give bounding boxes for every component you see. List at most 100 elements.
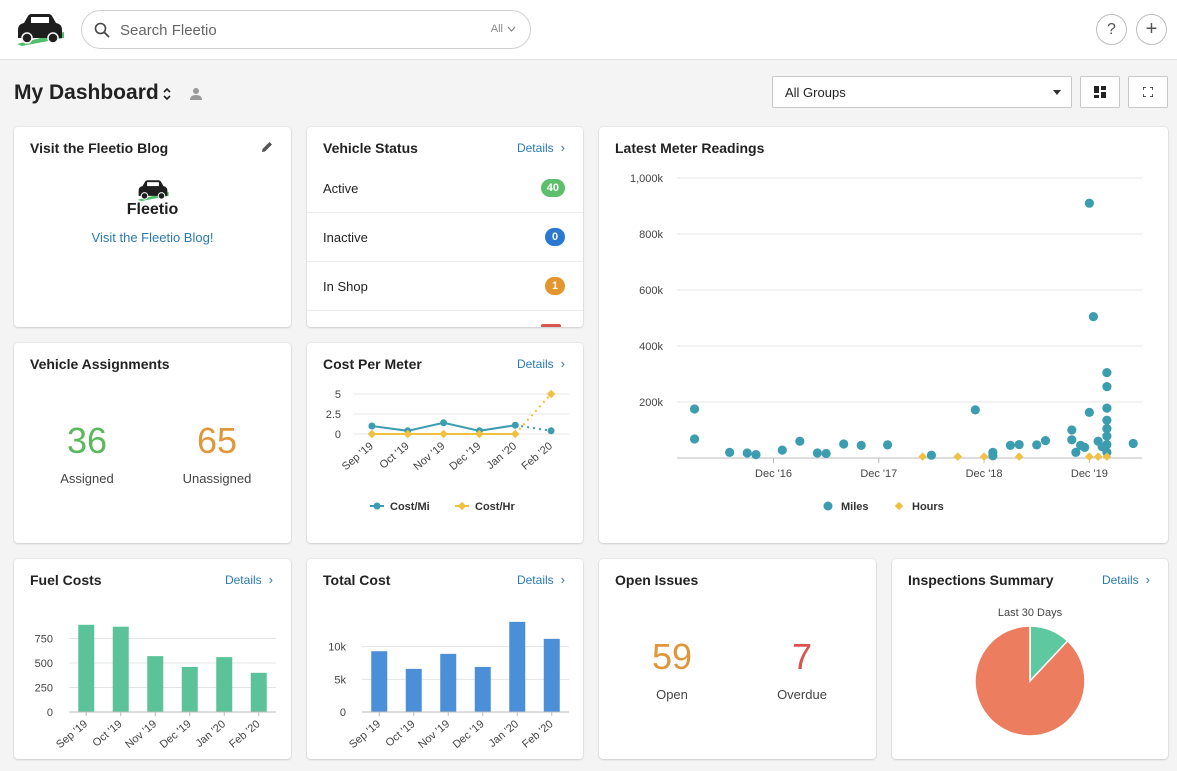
data-point <box>367 429 377 439</box>
status-badge-partial <box>541 324 561 327</box>
data-point <box>511 429 520 439</box>
open-count[interactable]: 59 <box>651 636 693 677</box>
bar <box>250 672 267 712</box>
vehicle-assignments-card: Vehicle Assignments 36 Assigned 65 Unass… <box>14 343 291 543</box>
y-tick-label: 400k <box>639 341 663 353</box>
chevron-down-icon <box>507 26 516 32</box>
data-point <box>839 439 849 449</box>
card-title: Inspections Summary <box>908 572 1054 588</box>
data-point <box>439 429 448 439</box>
fleetio-logo[interactable] <box>14 12 66 46</box>
search-scope-dropdown[interactable]: All <box>491 23 516 35</box>
data-point <box>1014 439 1024 450</box>
data-point <box>856 440 866 450</box>
chevron-right-icon: › <box>1145 572 1150 587</box>
card-title: Total Cost <box>323 572 391 588</box>
data-point <box>742 448 752 458</box>
search-scope-label: All <box>490 23 503 35</box>
x-tick-label: Dec '19 <box>451 718 487 751</box>
data-point <box>1093 452 1103 461</box>
card-title: Visit the Fleetio Blog <box>30 140 169 156</box>
data-point <box>1067 435 1077 445</box>
data-point <box>1005 440 1015 450</box>
x-tick-label: Jan '20 <box>487 718 522 750</box>
logo-wordmark: Fleetio <box>126 201 179 218</box>
chevron-right-icon: › <box>560 140 565 155</box>
data-point <box>795 436 805 446</box>
assigned-count[interactable]: 36 <box>66 420 108 461</box>
data-point <box>1088 312 1098 322</box>
data-point <box>511 421 519 429</box>
legend-marker <box>457 501 467 511</box>
card-title: Cost Per Meter <box>323 356 422 372</box>
data-point <box>403 429 412 439</box>
status-row[interactable]: Active 40 <box>307 164 583 213</box>
x-tick-label: Oct '19 <box>378 440 412 471</box>
data-point <box>1084 198 1094 208</box>
data-point <box>1084 407 1094 417</box>
data-point <box>882 440 893 450</box>
x-tick-label: Dec '16 <box>755 468 792 480</box>
data-point <box>546 389 556 399</box>
data-point <box>918 452 927 461</box>
blog-link[interactable]: Visit the Fleetio Blog! <box>91 230 214 245</box>
bar <box>440 653 457 712</box>
details-link[interactable]: Details › <box>516 140 565 155</box>
data-point <box>1085 452 1094 461</box>
bar <box>405 668 422 712</box>
data-point <box>812 448 822 458</box>
help-button[interactable]: ? <box>1096 14 1127 45</box>
data-point <box>440 419 448 427</box>
status-count-badge: 0 <box>545 228 565 246</box>
edit-icon[interactable] <box>261 141 273 153</box>
x-tick-label: Dec '17 <box>860 468 897 480</box>
x-tick-label: Jan '20 <box>485 440 520 472</box>
status-row[interactable]: In Shop 1 <box>307 262 583 311</box>
details-link[interactable]: Details › <box>516 572 565 587</box>
data-point <box>1102 382 1112 392</box>
legend-label: Miles <box>841 501 869 513</box>
details-link[interactable]: Details › <box>224 572 273 587</box>
group-select-value: All Groups <box>785 85 846 100</box>
y-tick-label: 1,000k <box>630 173 664 185</box>
status-row[interactable]: Inactive 0 <box>307 213 583 262</box>
data-point <box>953 452 962 461</box>
bar <box>216 657 233 712</box>
bar <box>147 656 164 712</box>
y-tick-label: 250 <box>35 683 53 695</box>
y-tick-label: 800k <box>639 229 663 241</box>
bar <box>543 638 560 712</box>
search-input[interactable] <box>120 19 460 41</box>
unassigned-count[interactable]: 65 <box>196 420 238 461</box>
group-select[interactable]: All Groups <box>772 76 1072 108</box>
y-tick-label: 5k <box>334 674 346 686</box>
fullscreen-button[interactable] <box>1128 76 1168 108</box>
open-issues-card: Open Issues 59 Open 7 Overdue <box>599 559 876 759</box>
search-bar: All <box>81 10 531 49</box>
details-link[interactable]: Details › <box>1101 572 1150 587</box>
caret-down-icon <box>1053 90 1061 95</box>
total-cost-card: Total Cost Details › 10k 5k 0 Sep '19 Oct '19… <box>307 559 583 759</box>
inspections-summary-card: Inspections Summary Details › Last 30 Day… <box>892 559 1168 759</box>
y-tick-label: 5 <box>335 389 341 401</box>
y-tick-label: 2.5 <box>326 409 341 421</box>
add-button[interactable]: + <box>1136 14 1167 45</box>
data-point <box>1071 447 1081 457</box>
status-label: In Shop <box>323 279 368 294</box>
x-tick-label: Feb '20 <box>227 718 263 751</box>
grid-layout-icon <box>1094 86 1106 98</box>
unassigned-label: Unassigned <box>182 471 252 486</box>
layout-button[interactable] <box>1080 76 1120 108</box>
data-point <box>368 422 376 430</box>
open-label: Open <box>656 687 688 702</box>
x-tick-label: Feb '20 <box>519 440 555 473</box>
overdue-count[interactable]: 7 <box>791 636 813 677</box>
y-tick-label: 0 <box>335 429 341 441</box>
y-tick-label: 200k <box>639 397 663 409</box>
series-line-projected <box>515 424 552 432</box>
x-tick-label: Jan '20 <box>194 718 229 750</box>
data-point <box>988 451 998 461</box>
details-link[interactable]: Details › <box>516 356 565 371</box>
dashboard-switcher-icon[interactable] <box>161 85 173 103</box>
vehicle-status-card: Vehicle Status Details › Active 40 Inacti… <box>307 127 583 327</box>
